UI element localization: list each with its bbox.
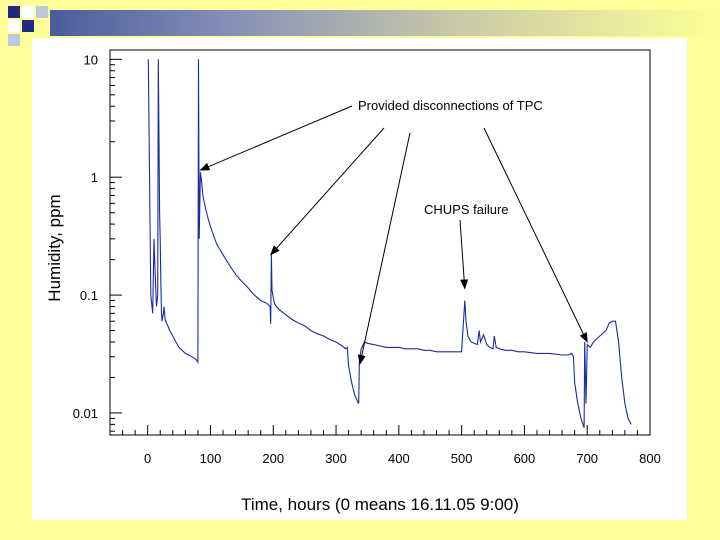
decor-square — [36, 6, 48, 18]
x-tick-label: 300 — [325, 451, 347, 466]
annotation-arrow — [270, 127, 385, 256]
y-axis-label: Humidity, ppm — [45, 194, 64, 301]
annotation-disconnections-text: Provided disconnections of TPC — [358, 98, 543, 113]
x-axis-label: Time, hours (0 means 16.11.05 9:00) — [241, 495, 519, 514]
x-axis-ticks: 0 100 200 300 400 500 600 700 800 — [109, 425, 661, 466]
x-tick-label: 500 — [451, 451, 473, 466]
plot-frame — [109, 49, 651, 436]
annotation-chups-text: CHUPS failure — [424, 202, 509, 217]
slide-content-panel: 10 1 0.1 0.01 0 100 200 300 400 500 600 700 800 Pro… — [32, 38, 687, 520]
annotation-arrow — [357, 132, 411, 366]
decor-square — [22, 20, 34, 32]
x-tick-label: 600 — [514, 451, 536, 466]
x-tick-label: 0 — [144, 451, 151, 466]
slide-header-decoration — [0, 0, 720, 46]
y-tick-label: 0.01 — [73, 406, 98, 421]
y-tick-label: 1 — [91, 170, 98, 185]
y-tick-label: 10 — [84, 52, 98, 67]
y-minor-ticks — [110, 64, 115, 432]
x-tick-label: 100 — [200, 451, 222, 466]
annotation-arrow — [483, 127, 588, 343]
humidity-series-line — [147, 59, 632, 428]
x-tick-label: 200 — [262, 451, 284, 466]
x-tick-label: 400 — [388, 451, 410, 466]
x-tick-label: 700 — [576, 451, 598, 466]
y-axis-ticks: 10 1 0.1 0.01 — [73, 52, 122, 421]
decor-square — [22, 6, 34, 18]
humidity-chart: 10 1 0.1 0.01 0 100 200 300 400 500 600 700 800 Pro… — [45, 49, 661, 514]
y-tick-label: 0.1 — [80, 288, 98, 303]
x-tick-label: 800 — [639, 451, 661, 466]
annotation-layer: Provided disconnections of TPC CHUPS fail… — [199, 98, 588, 366]
decor-square — [8, 34, 20, 46]
decor-square — [8, 20, 20, 32]
header-gradient-band — [50, 10, 720, 36]
decor-square — [8, 6, 20, 18]
annotation-arrow — [459, 219, 469, 290]
annotation-arrow — [199, 105, 353, 171]
